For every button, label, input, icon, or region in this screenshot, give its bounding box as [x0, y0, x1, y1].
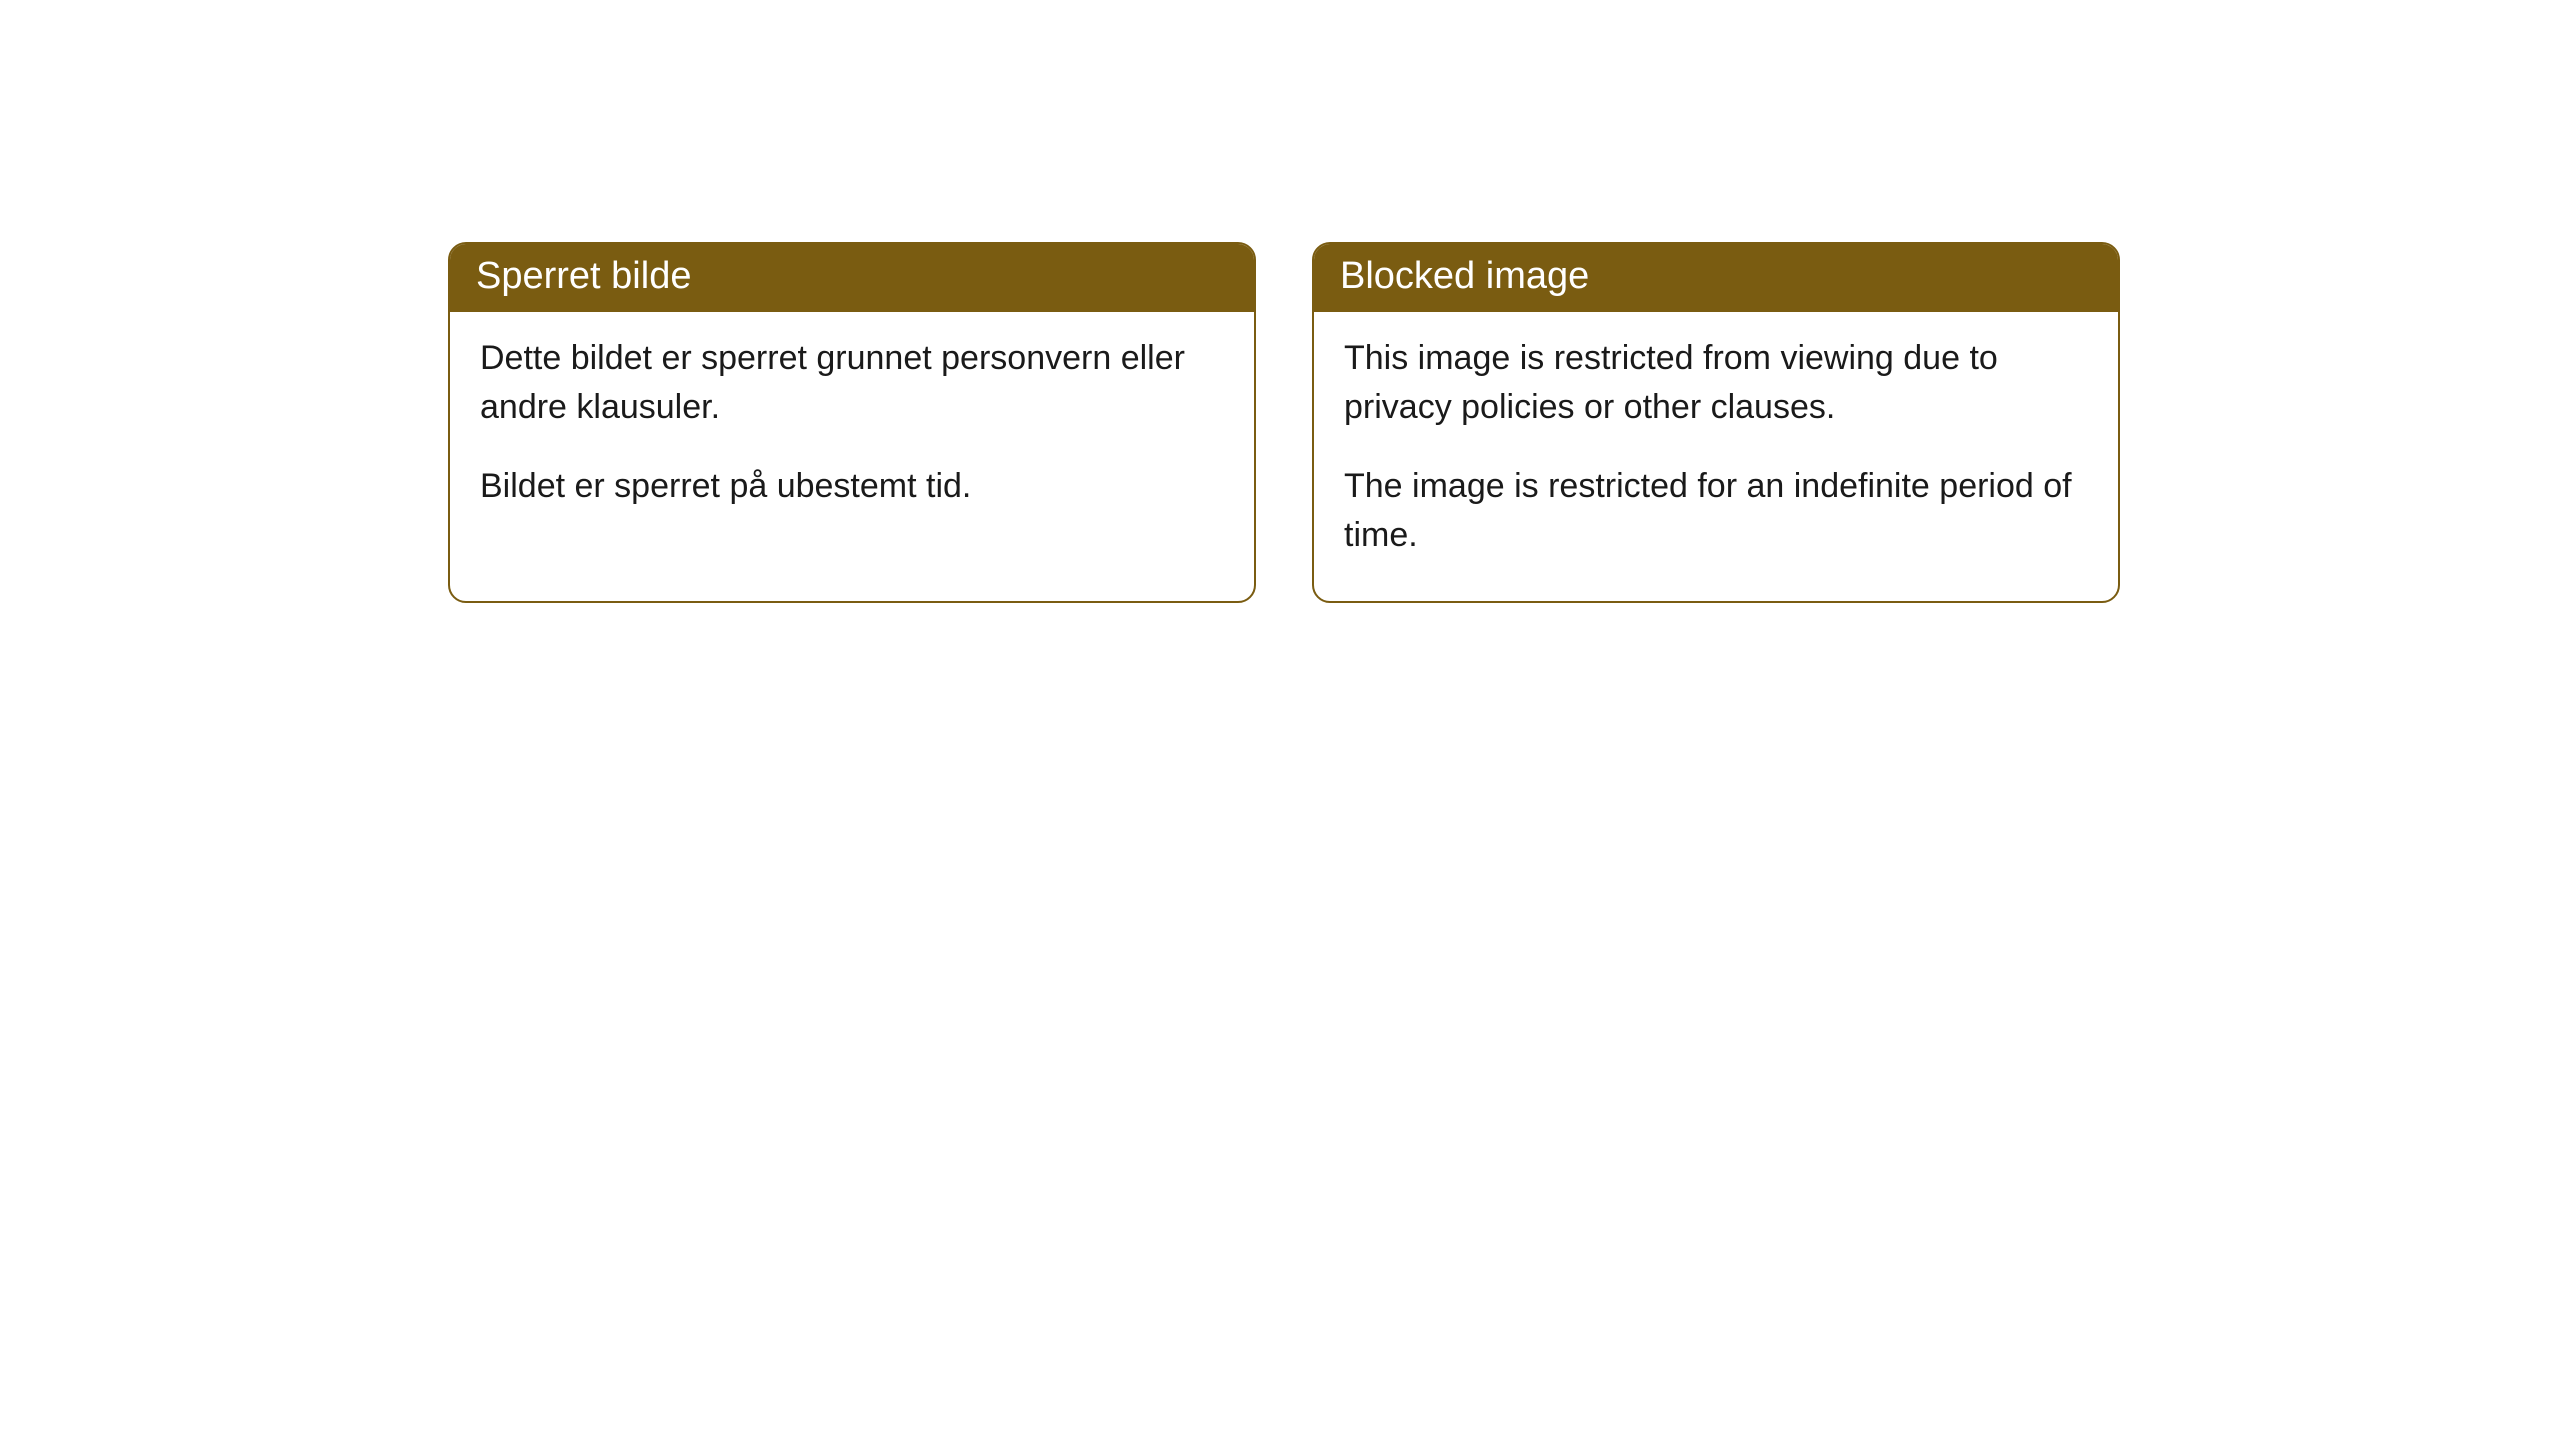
- notice-container: Sperret bilde Dette bildet er sperret gr…: [0, 0, 2560, 603]
- card-title: Sperret bilde: [450, 244, 1254, 312]
- notice-card-english: Blocked image This image is restricted f…: [1312, 242, 2120, 603]
- card-paragraph: Dette bildet er sperret grunnet personve…: [480, 334, 1224, 433]
- card-body: Dette bildet er sperret grunnet personve…: [450, 312, 1254, 552]
- notice-card-norwegian: Sperret bilde Dette bildet er sperret gr…: [448, 242, 1256, 603]
- card-paragraph: Bildet er sperret på ubestemt tid.: [480, 462, 1224, 511]
- card-paragraph: The image is restricted for an indefinit…: [1344, 462, 2088, 561]
- card-paragraph: This image is restricted from viewing du…: [1344, 334, 2088, 433]
- card-title: Blocked image: [1314, 244, 2118, 312]
- card-body: This image is restricted from viewing du…: [1314, 312, 2118, 601]
